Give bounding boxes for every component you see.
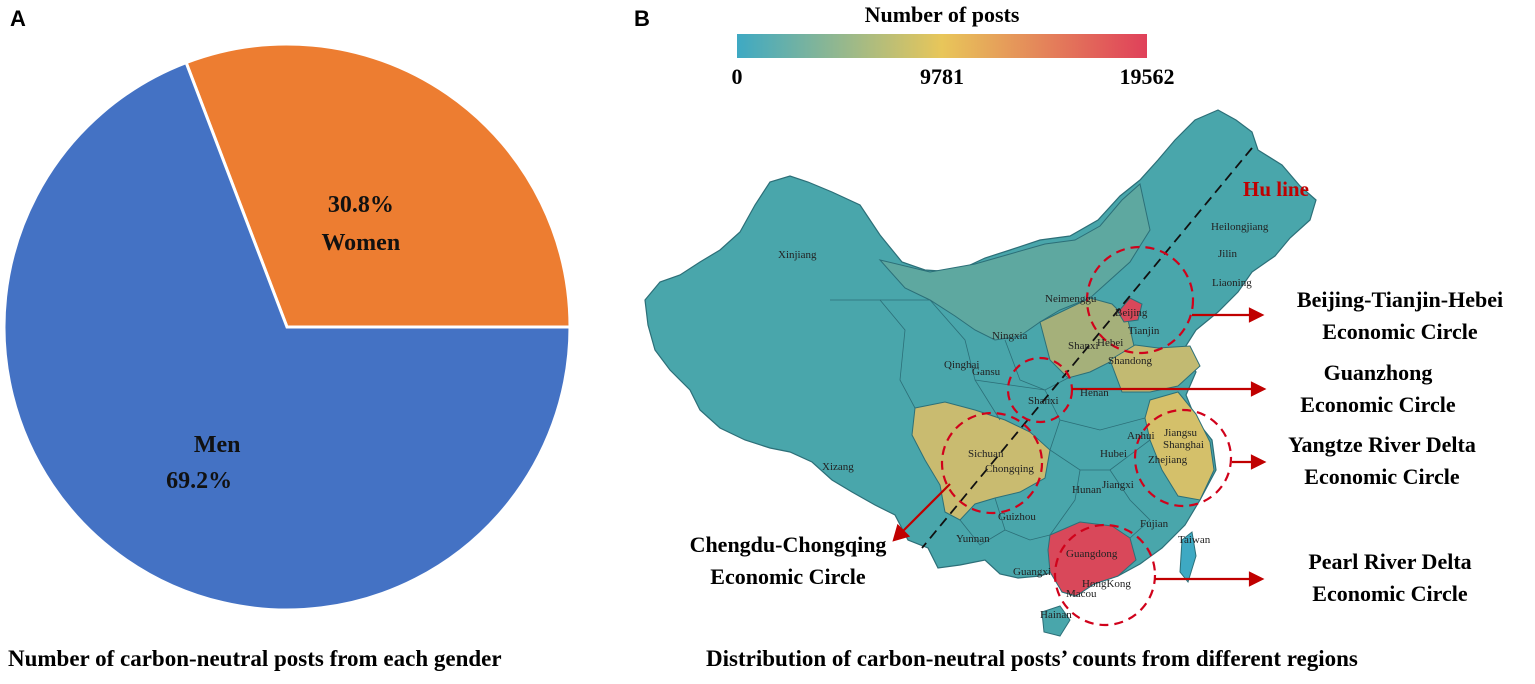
prov-label: Fujian [1140, 518, 1169, 530]
prov-label: Xinjiang [778, 249, 817, 261]
prov-label: Hebei [1097, 337, 1123, 349]
prov-label: Macou [1066, 588, 1097, 600]
prov-label: Jiangsu [1164, 427, 1198, 439]
prov-label: Anhui [1127, 430, 1155, 442]
prov-label: Sichuan [968, 448, 1004, 460]
pie-label-name-men: Men [194, 432, 241, 458]
prov-label: Shanxi [1068, 340, 1099, 352]
region-map: Number of posts 0 9781 19562 Hu line [644, 2, 1503, 637]
circle-chengdu-chongqing [940, 411, 1044, 515]
colorbar-tick-max: 19562 [1120, 64, 1175, 89]
pie-slice-women [184, 42, 572, 329]
prov-label: Chongqing [985, 463, 1034, 475]
pie-label-percent-women: 30.8% [328, 192, 394, 218]
panel-a-letter: A [10, 6, 26, 31]
prov-label: Taiwan [1178, 534, 1211, 546]
province-labels: Xinjiang Xizang Qinghai Gansu Ningxia Ne… [778, 221, 1269, 621]
prov-label: Guangxi [1013, 566, 1051, 578]
prov-label: Liaoning [1212, 277, 1252, 289]
prov-label: Hainan [1040, 609, 1072, 621]
prov-label: Shanxi [1028, 395, 1059, 407]
pie-label-percent-men: 69.2% [166, 468, 232, 494]
colorbar [737, 34, 1147, 58]
label-prd-1: Pearl River Delta [1308, 549, 1471, 574]
prov-label: Henan [1080, 387, 1109, 399]
label-yrd-1: Yangtze River Delta [1288, 432, 1476, 457]
panel-b-letter: B [634, 6, 650, 31]
prov-label: Shanghai [1163, 439, 1204, 451]
province-beijing [1117, 297, 1143, 323]
prov-label: Jiangxi [1102, 479, 1134, 491]
prov-label: Yunnan [956, 533, 990, 545]
colorbar-tick-min: 0 [732, 64, 743, 89]
prov-label: Hubei [1100, 448, 1127, 460]
prov-label: Tianjin [1128, 325, 1160, 337]
label-cc-1: Chengdu-Chongqing [690, 532, 887, 557]
prov-label: Gansu [972, 366, 1001, 378]
pie-label-name-women: Women [322, 230, 401, 256]
prov-label: Hunan [1072, 484, 1102, 496]
prov-label: Heilongjiang [1211, 221, 1269, 233]
prov-label: Guizhou [998, 511, 1036, 523]
caption-panel-b: Distribution of carbon-neutral posts’ co… [706, 646, 1358, 671]
province-taiwan [1179, 531, 1197, 584]
prov-label: Qinghai [944, 359, 979, 371]
circle-beijing-tianjin-hebei [1085, 245, 1195, 355]
pie-slice-men [2, 60, 572, 612]
label-bth-1: Beijing-Tianjin-Hebei [1297, 287, 1503, 312]
prov-label: Shandong [1108, 355, 1153, 367]
label-prd-2: Economic Circle [1312, 581, 1468, 606]
gender-pie-chart: 30.8% Women 69.2% Men [2, 42, 572, 612]
prov-label: Ningxia [992, 330, 1028, 342]
prov-label: Xizang [822, 461, 854, 473]
hu-line [921, 147, 1253, 549]
colorbar-tick-mid: 9781 [920, 64, 964, 89]
province-borders [830, 299, 1151, 546]
province-sichuan [911, 401, 1051, 521]
arrows [892, 307, 1267, 587]
province-shandong [1109, 344, 1201, 393]
label-yrd-2: Economic Circle [1304, 464, 1460, 489]
province-hainan [1041, 605, 1071, 637]
hu-line-label: Hu line [1243, 177, 1309, 201]
label-cc-2: Economic Circle [710, 564, 866, 589]
caption-panel-a: Number of carbon-neutral posts from each… [8, 646, 502, 671]
province-jiangsu-zhejiang [1144, 391, 1215, 501]
label-gz-1: Guanzhong [1324, 360, 1433, 385]
prov-label: Zhejiang [1148, 454, 1188, 466]
label-gz-2: Economic Circle [1300, 392, 1456, 417]
province-neimenggu [878, 183, 1151, 341]
prov-label: HongKong [1082, 578, 1131, 590]
colorbar-title: Number of posts [865, 2, 1020, 27]
circle-yangtze [1133, 408, 1233, 508]
prov-label: Guangdong [1066, 548, 1118, 560]
prov-label: Neimenggu [1045, 293, 1097, 305]
prov-label: Beijing [1115, 307, 1148, 319]
prov-label: Jilin [1218, 248, 1237, 260]
china-outline [644, 109, 1317, 597]
circle-pearl-river [1053, 523, 1157, 627]
label-bth-2: Economic Circle [1322, 319, 1478, 344]
